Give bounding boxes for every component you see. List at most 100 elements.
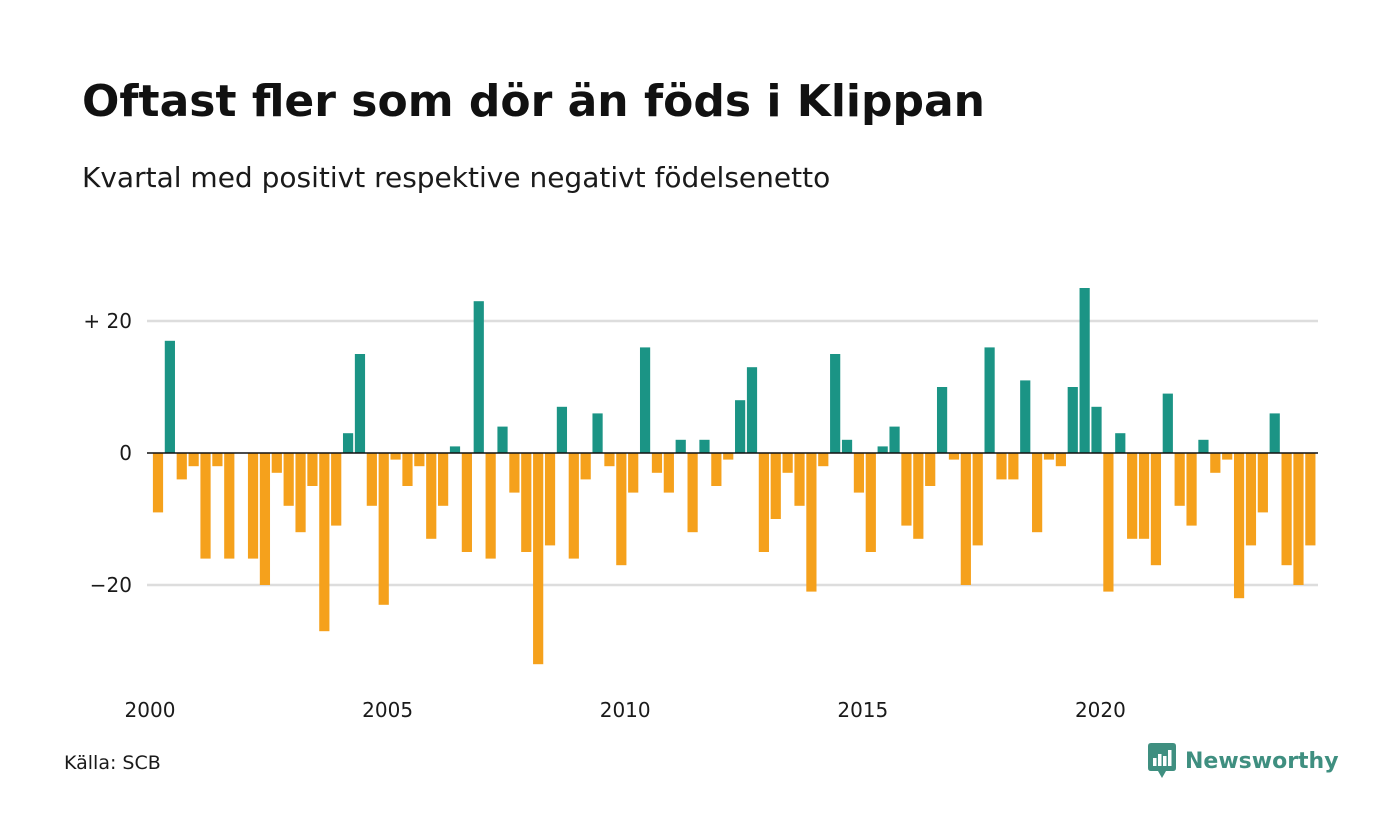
bar-negative — [544, 453, 556, 546]
chart-subtitle: Kvartal med positivt respektive negativt… — [82, 161, 831, 194]
bar-negative — [711, 453, 722, 486]
source-note: Källa: SCB — [64, 752, 161, 774]
bar-negative — [509, 453, 520, 493]
bars — [152, 288, 1316, 665]
bar-negative — [1043, 453, 1055, 460]
bar-positive — [1091, 406, 1102, 453]
bar-negative — [818, 453, 829, 467]
bar-positive — [342, 433, 354, 453]
bar-negative — [176, 453, 187, 480]
bar-negative — [402, 453, 413, 486]
bar-negative — [580, 453, 591, 480]
bar-positive — [877, 446, 888, 453]
bar-negative — [271, 453, 282, 473]
bar-negative — [247, 453, 259, 559]
y-axis-tick-labels: + 20 0 −20 — [83, 309, 132, 597]
bar-negative — [200, 453, 211, 559]
bar-positive — [699, 439, 710, 453]
bar-positive — [889, 426, 900, 453]
bar-negative — [972, 453, 983, 546]
bar-positive — [354, 354, 366, 453]
bar-positive — [675, 439, 686, 453]
bar-negative — [663, 453, 674, 493]
bar-chart: + 20 0 −20 2000 2005 2010 2015 2020 — [83, 288, 1318, 722]
bar-negative — [806, 453, 817, 592]
bar-negative — [390, 453, 401, 460]
bar-negative — [723, 453, 734, 460]
bar-negative — [1293, 453, 1304, 585]
bar-negative — [770, 453, 781, 519]
bar-negative — [568, 453, 579, 559]
bar-negative — [1174, 453, 1185, 506]
bar-negative — [1257, 453, 1268, 513]
bar-positive — [473, 301, 484, 453]
x-tick-label: 2015 — [837, 698, 888, 722]
bar-negative — [913, 453, 924, 539]
bar-negative — [1186, 453, 1197, 526]
bar-negative — [224, 453, 235, 559]
bar-positive — [746, 367, 758, 453]
bar-negative — [1127, 453, 1138, 539]
bar-positive — [1067, 387, 1078, 453]
bar-negative — [628, 453, 639, 493]
bar-negative — [283, 453, 294, 506]
bar-negative — [1245, 453, 1257, 546]
bar-negative — [616, 453, 627, 566]
y-tick-label: −20 — [90, 573, 132, 597]
bar-positive — [1198, 439, 1209, 453]
bar-negative — [426, 453, 437, 539]
x-tick-label: 2005 — [362, 698, 413, 722]
bar-positive — [164, 340, 175, 453]
brand-logo[interactable]: Newsworthy — [1148, 743, 1339, 779]
bar-positive — [841, 439, 853, 453]
bar-positive — [830, 354, 841, 453]
bar-negative — [687, 453, 698, 533]
newsworthy-chart-bubble-icon — [1148, 743, 1176, 778]
bar-negative — [295, 453, 306, 533]
bar-positive — [639, 347, 651, 453]
x-tick-label: 2000 — [125, 698, 176, 722]
bar-negative — [331, 453, 342, 526]
bar-negative — [794, 453, 805, 506]
bar-negative — [414, 453, 425, 467]
bar-negative — [378, 453, 389, 605]
bar-negative — [188, 453, 199, 467]
brand-name: Newsworthy — [1185, 748, 1339, 774]
bar-positive — [556, 406, 568, 453]
gridlines — [147, 319, 1318, 587]
bar-negative — [1305, 453, 1316, 546]
bar-negative — [461, 453, 472, 552]
bar-positive — [1079, 288, 1090, 453]
bar-negative — [438, 453, 449, 506]
y-tick-label: 0 — [119, 441, 132, 465]
bar-negative — [865, 453, 876, 552]
bar-negative — [1222, 453, 1233, 460]
bar-negative — [948, 453, 960, 460]
bar-negative — [485, 453, 496, 559]
bar-negative — [319, 453, 330, 632]
bar-negative — [366, 453, 377, 506]
chart-title: Oftast fler som dör än föds i Klippan — [82, 76, 985, 127]
bar-negative — [901, 453, 912, 526]
bar-negative — [1150, 453, 1162, 566]
bar-positive — [449, 446, 461, 453]
bar-negative — [1032, 453, 1043, 533]
bar-negative — [758, 453, 769, 552]
bar-negative — [782, 453, 793, 473]
bar-positive — [1115, 433, 1126, 453]
bar-negative — [212, 453, 223, 467]
bar-negative — [1055, 453, 1066, 467]
bar-positive — [592, 413, 603, 453]
x-tick-label: 2010 — [600, 698, 651, 722]
bar-negative — [604, 453, 615, 467]
bar-negative — [925, 453, 936, 486]
bar-negative — [853, 453, 865, 493]
bar-negative — [1210, 453, 1221, 473]
bar-positive — [1269, 413, 1280, 453]
bar-negative — [996, 453, 1007, 480]
x-tick-label: 2020 — [1075, 698, 1126, 722]
bar-positive — [735, 400, 746, 453]
bar-positive — [1162, 393, 1173, 453]
bar-positive — [1020, 380, 1031, 453]
bar-negative — [1138, 453, 1150, 539]
